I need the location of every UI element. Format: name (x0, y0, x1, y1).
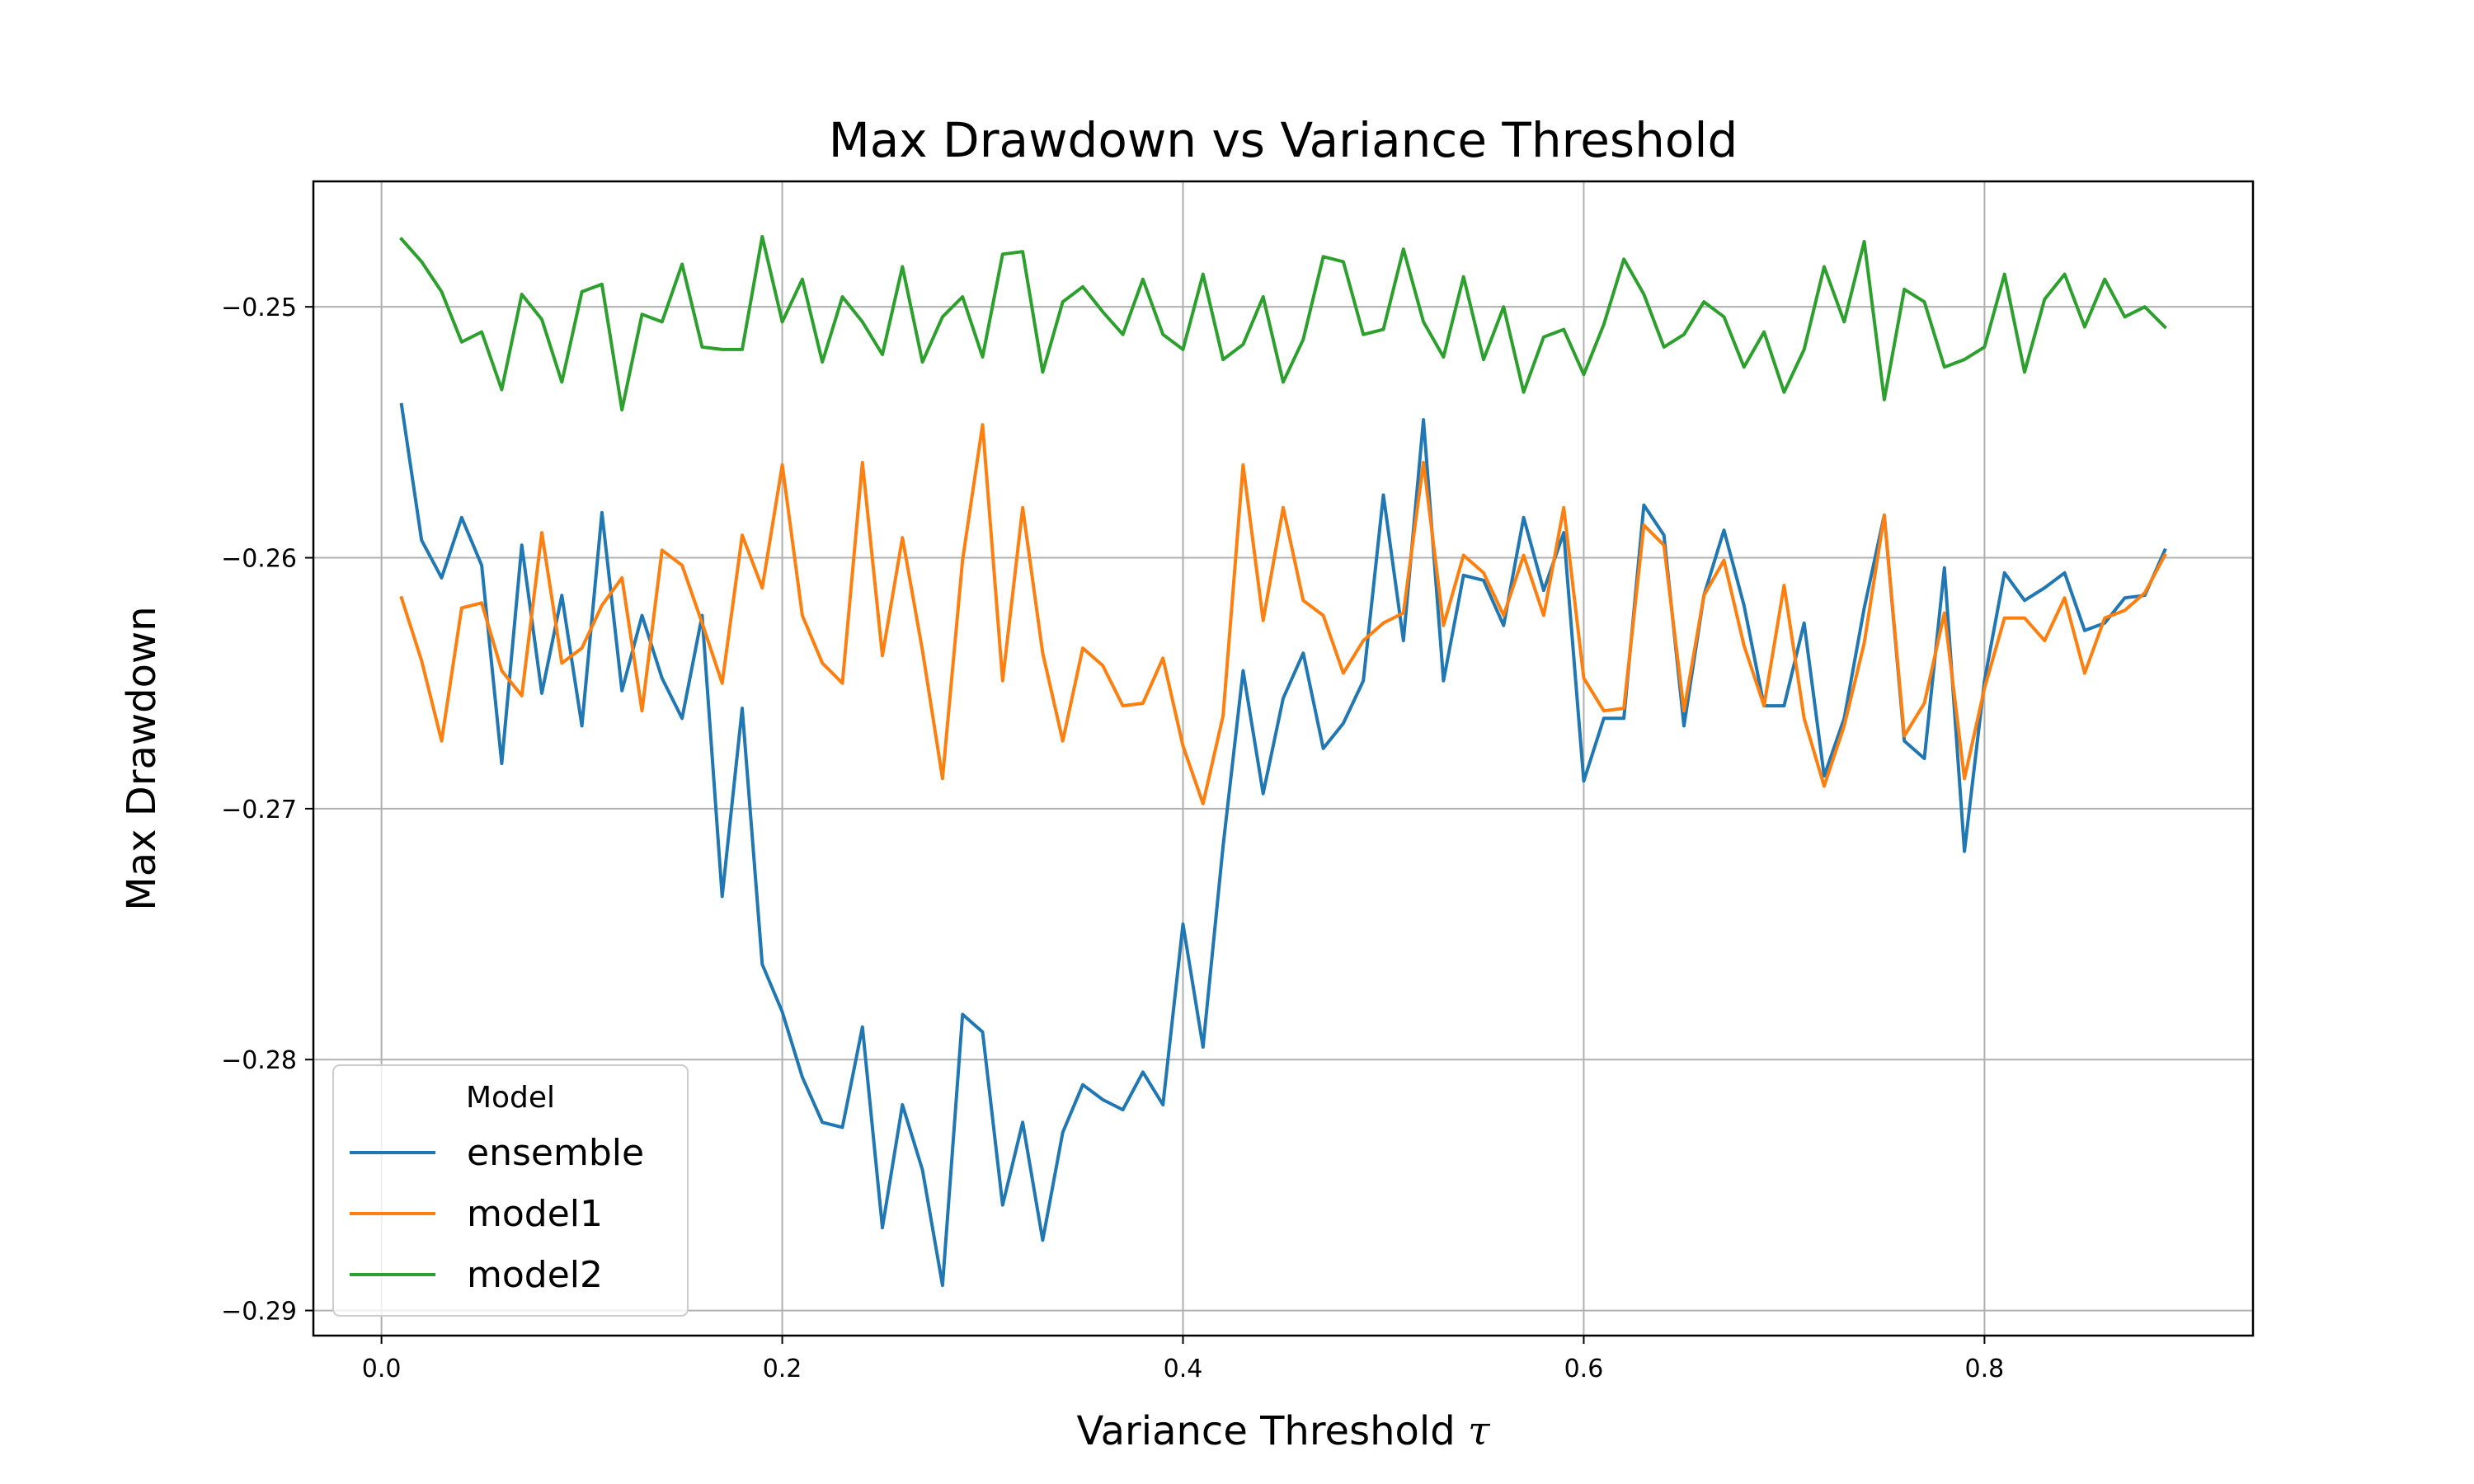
y-axis-label: Max Drawdown (119, 606, 165, 910)
legend-label-model1: model1 (467, 1193, 603, 1235)
legend-label-ensemble: ensemble (467, 1132, 644, 1174)
x-axis-label: Variance Threshold τ (1077, 1408, 1491, 1454)
x-axis: 0.0 0.2 0.4 0.6 0.8 (362, 1336, 2005, 1383)
series-group (399, 235, 2167, 1288)
y-tick-label: −0.29 (221, 1298, 297, 1327)
y-tick-label: −0.25 (221, 294, 297, 322)
y-axis: −0.25 −0.26 −0.27 −0.28 −0.29 (221, 294, 313, 1327)
x-tick-label: 0.6 (1564, 1355, 1604, 1383)
chart-title: Max Drawdown vs Variance Threshold (829, 112, 1738, 168)
grid (313, 181, 2253, 1336)
x-tick-label: 0.4 (1164, 1355, 1203, 1383)
plot-frame (312, 180, 2255, 1337)
x-tick-label: 0.0 (362, 1355, 402, 1383)
x-axis-label-symbol: τ (1468, 1408, 1491, 1454)
legend-title: Model (466, 1081, 555, 1115)
legend-box (332, 1064, 689, 1317)
legend: Model ensemble model1 model2 (332, 1064, 689, 1317)
y-tick-label: −0.26 (221, 545, 297, 574)
series-line-model1 (399, 423, 2167, 805)
x-tick-label: 0.2 (763, 1355, 802, 1383)
legend-label-model2: model2 (467, 1254, 603, 1296)
series-line-model2 (399, 235, 2167, 411)
y-tick-label: −0.27 (221, 796, 297, 824)
x-axis-label-text: Variance Threshold (1077, 1408, 1456, 1454)
series-line-ensemble (399, 402, 2167, 1288)
x-tick-label: 0.8 (1965, 1355, 2005, 1383)
y-tick-label: −0.28 (221, 1046, 297, 1075)
legend-entries: ensemble model1 model2 (350, 1132, 644, 1296)
